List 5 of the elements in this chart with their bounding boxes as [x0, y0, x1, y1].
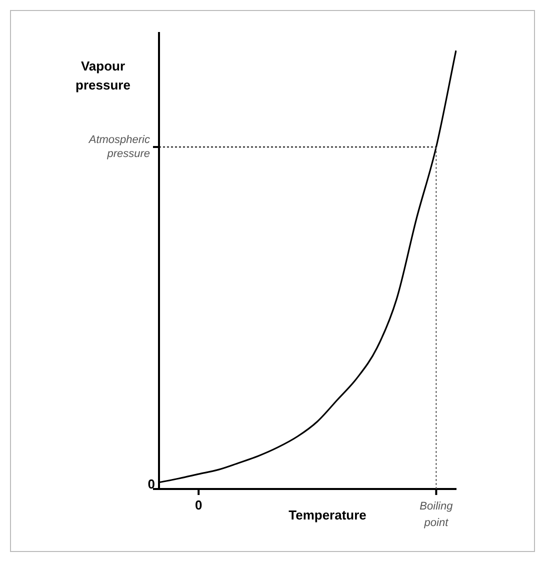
- x-tick-label: Boiling point: [420, 500, 454, 529]
- x-axis-title: Temperature: [288, 508, 366, 523]
- ref-line-label: Atmospheric pressure: [88, 134, 150, 160]
- y-axis-title: Vapour pressure: [76, 58, 130, 93]
- ref-line-label: 0: [148, 476, 155, 492]
